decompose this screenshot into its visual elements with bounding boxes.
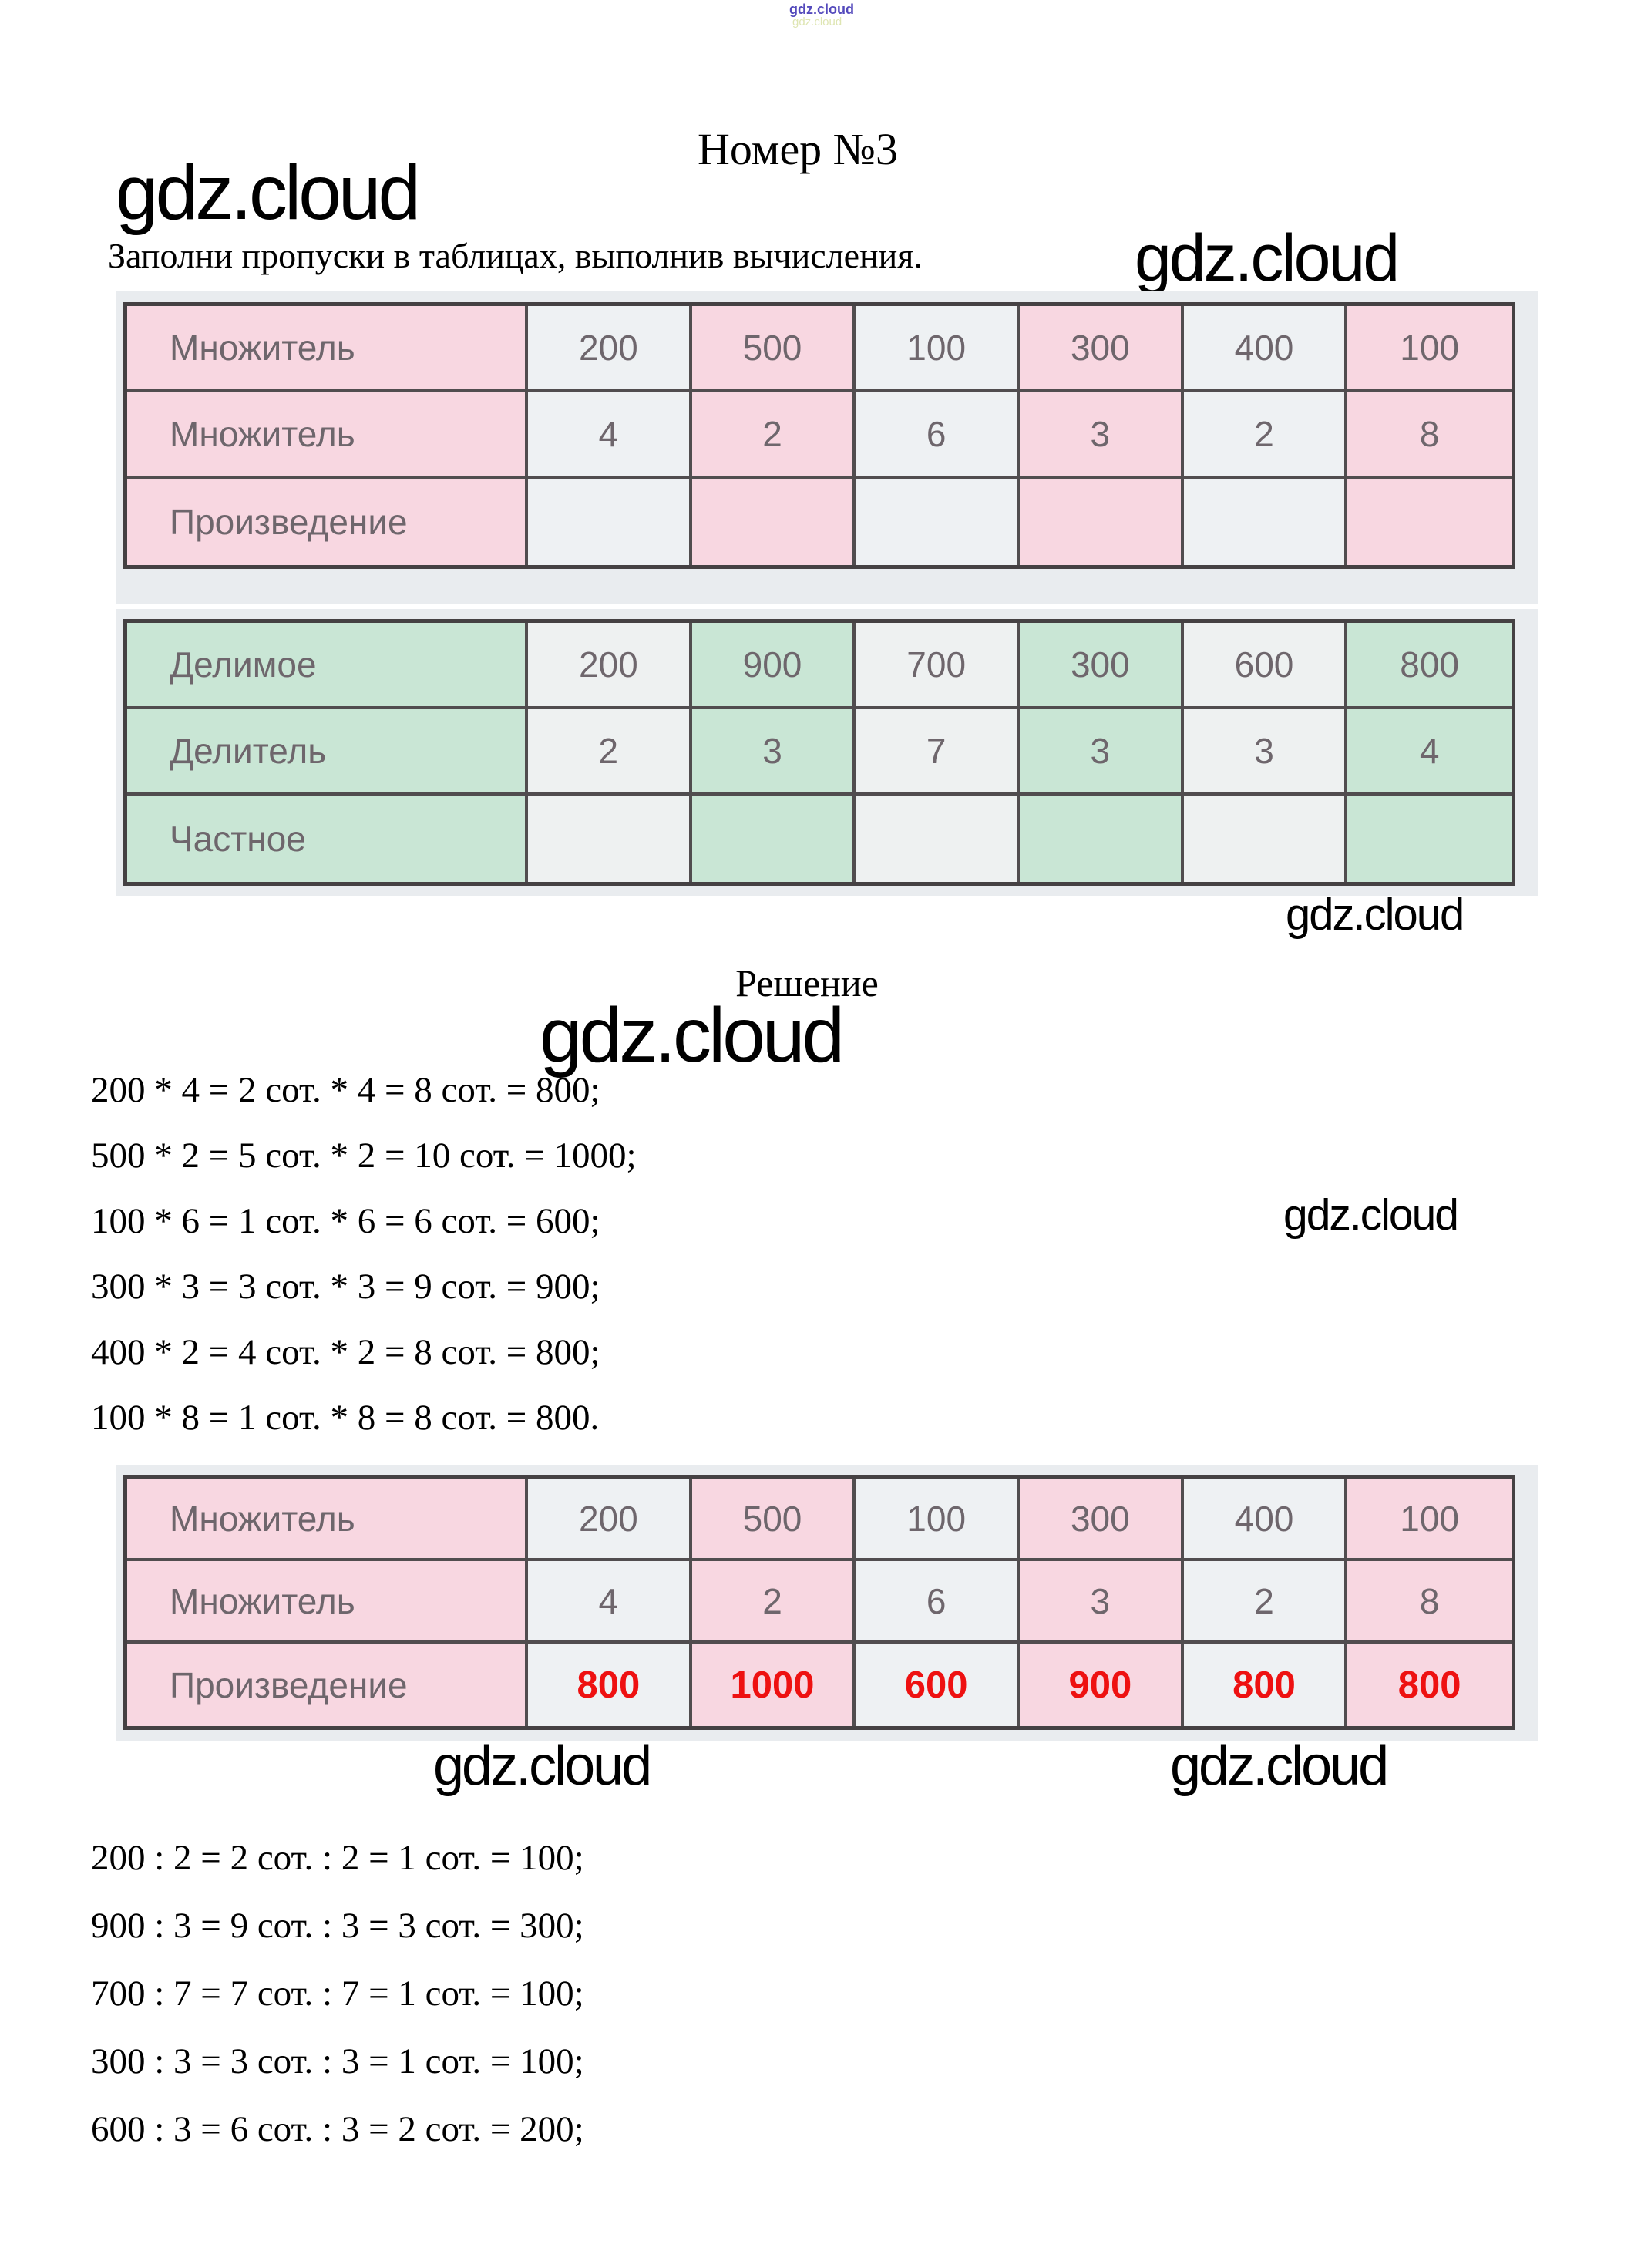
table-cell: [856, 796, 1020, 882]
solution-line: 100 * 6 = 1 сот. * 6 = 6 сот. = 600;: [91, 1201, 600, 1241]
table-cell: 200: [528, 1479, 692, 1561]
solution-line: 700 : 7 = 7 сот. : 7 = 1 сот. = 100;: [91, 1974, 584, 2014]
table-cell: 4: [528, 392, 692, 479]
table-row-label: Множитель: [127, 1561, 528, 1644]
table-cell: [528, 479, 692, 565]
watermark-left-large: gdz.cloud: [116, 150, 421, 236]
watermark-bottom-right: gdz.cloud: [1170, 1735, 1389, 1797]
table-row-label: Множитель: [127, 1479, 528, 1561]
solution-heading: Решение: [735, 961, 879, 1004]
table-cell: 1000: [691, 1644, 856, 1726]
table-cell: 300: [1020, 1479, 1184, 1561]
table-cell: [856, 479, 1020, 565]
solution-line: 300 * 3 = 3 сот. * 3 = 9 сот. = 900;: [91, 1267, 600, 1307]
table-cell: [1183, 479, 1348, 565]
table-cell: 3: [1020, 1561, 1184, 1644]
solution-line: 500 * 2 = 5 сот. * 2 = 10 сот. = 1000;: [91, 1136, 637, 1176]
table-cell: [1347, 796, 1512, 882]
table-cell: 900: [1020, 1644, 1184, 1726]
multiplication-table-solved: Множитель 200 500 100 300 400 100 Множитель 4 2 6 3…: [123, 1475, 1515, 1730]
division-steps: 200 : 2 = 2 сот. : 2 = 1 сот. = 100; 900 …: [91, 1824, 584, 2163]
table-cell: 4: [1347, 709, 1512, 796]
table-cell: 700: [856, 623, 1020, 709]
table-cell: 100: [856, 1479, 1020, 1561]
table-cell: 2: [1183, 1561, 1348, 1644]
task-text: Заполни пропуски в таблицах, выполнив вы…: [108, 236, 923, 275]
table-cell: 4: [528, 1561, 692, 1644]
watermark-top-blue: gdz.cloud: [789, 2, 854, 17]
table-cell: 3: [1020, 392, 1184, 479]
table-cell: 3: [1183, 709, 1348, 796]
table-cell: 800: [1347, 1644, 1512, 1726]
watermark-steps-right: gdz.cloud: [1283, 1190, 1459, 1240]
table-cell: 200: [528, 623, 692, 709]
table-row-label: Делимое: [127, 623, 528, 709]
table-cell: 500: [691, 306, 856, 392]
table-cell: 6: [856, 392, 1020, 479]
table-row-label: Произведение: [127, 1644, 528, 1726]
multiplication-steps: 200 * 4 = 2 сот. * 4 = 8 сот. = 800; 500 …: [91, 1058, 637, 1451]
page-title: Номер №3: [697, 124, 899, 174]
solution-line: 900 : 3 = 9 сот. : 3 = 3 сот. = 300;: [91, 1906, 584, 1946]
table-cell: [1347, 479, 1512, 565]
solution-line: 300 : 3 = 3 сот. : 3 = 1 сот. = 100;: [91, 2041, 584, 2081]
table-cell: 3: [691, 709, 856, 796]
multiplication-table: Множитель 200 500 100 300 400 100 Множитель 4 2 6 3…: [123, 302, 1515, 569]
table-cell: 2: [691, 392, 856, 479]
solution-line: 100 * 8 = 1 сот. * 8 = 8 сот. = 800.: [91, 1398, 600, 1438]
watermark-task-right: gdz.cloud: [1135, 221, 1400, 295]
table-cell: [528, 796, 692, 882]
table-cell: 400: [1183, 1479, 1348, 1561]
table-cell: [1020, 479, 1184, 565]
table-cell: 2: [691, 1561, 856, 1644]
table-cell: 3: [1020, 709, 1184, 796]
table-cell: 8: [1347, 1561, 1512, 1644]
table-row-label: Множитель: [127, 306, 528, 392]
solution-line: 400 * 2 = 4 сот. * 2 = 8 сот. = 800;: [91, 1332, 600, 1372]
table-cell: 100: [1347, 306, 1512, 392]
watermark-center-large: gdz.cloud: [540, 992, 845, 1078]
table-cell: 2: [1183, 392, 1348, 479]
table-cell: 400: [1183, 306, 1348, 392]
table-cell: 800: [1183, 1644, 1348, 1726]
table-cell: 8: [1347, 392, 1512, 479]
table-row-label: Делитель: [127, 709, 528, 796]
watermark-bottom-left: gdz.cloud: [433, 1735, 652, 1797]
table-cell: [691, 796, 856, 882]
table-cell: 300: [1020, 623, 1184, 709]
table-cell: 600: [856, 1644, 1020, 1726]
table-row-label: Множитель: [127, 392, 528, 479]
table-cell: 6: [856, 1561, 1020, 1644]
division-table: Делимое 200 900 700 300 600 800 Делитель 2 3 7 3 3 4 Ч…: [123, 619, 1515, 886]
solution-line: 200 * 4 = 2 сот. * 4 = 8 сот. = 800;: [91, 1070, 600, 1110]
table-cell: 2: [528, 709, 692, 796]
table-cell: 800: [1347, 623, 1512, 709]
table-cell: 7: [856, 709, 1020, 796]
table-cell: 100: [1347, 1479, 1512, 1561]
solution-line: 200 : 2 = 2 сот. : 2 = 1 сот. = 100;: [91, 1838, 584, 1878]
table-cell: 300: [1020, 306, 1184, 392]
table-cell: [1020, 796, 1184, 882]
table-cell: [691, 479, 856, 565]
table-cell: 600: [1183, 623, 1348, 709]
table-row-label: Произведение: [127, 479, 528, 565]
table-row-label: Частное: [127, 796, 528, 882]
watermark-after-division-table: gdz.cloud: [1286, 890, 1464, 940]
table-cell: [1183, 796, 1348, 882]
table-cell: 200: [528, 306, 692, 392]
table-cell: 800: [528, 1644, 692, 1726]
solution-line: 600 : 3 = 6 сот. : 3 = 2 сот. = 200;: [91, 2109, 584, 2149]
table-cell: 500: [691, 1479, 856, 1561]
table-cell: 100: [856, 306, 1020, 392]
watermark-top-faint: gdz.cloud: [792, 15, 842, 29]
table-cell: 900: [691, 623, 856, 709]
